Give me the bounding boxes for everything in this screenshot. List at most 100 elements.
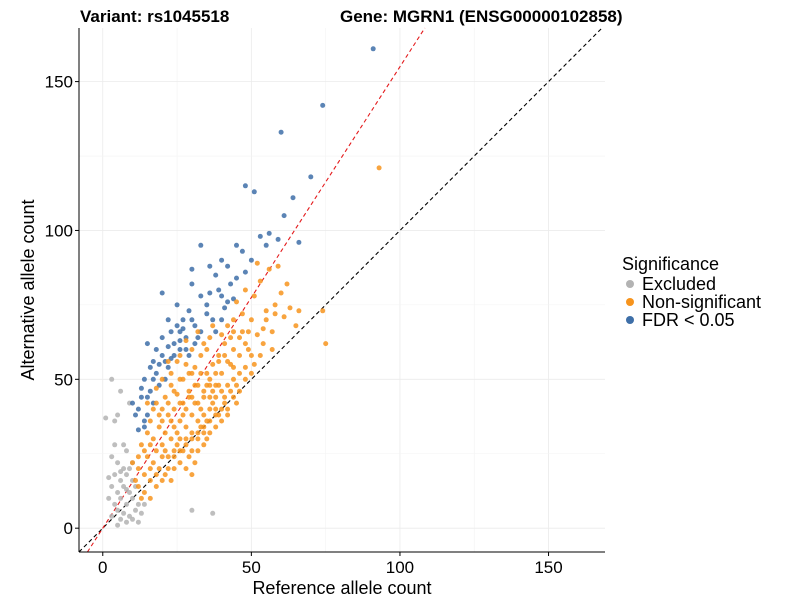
data-point xyxy=(171,466,177,472)
x-tick-label: 0 xyxy=(98,558,107,577)
legend-swatch xyxy=(626,280,634,288)
data-point xyxy=(210,317,216,323)
data-point xyxy=(281,314,287,320)
data-point xyxy=(162,472,168,478)
data-point xyxy=(168,370,174,376)
data-point xyxy=(278,129,284,135)
data-point xyxy=(198,293,204,299)
data-point xyxy=(141,376,147,382)
data-point xyxy=(195,418,201,424)
data-point xyxy=(189,394,195,400)
data-point xyxy=(213,424,219,430)
data-point xyxy=(284,281,290,287)
legend-title: Significance xyxy=(622,254,719,274)
data-point xyxy=(189,472,195,478)
data-point xyxy=(153,448,159,454)
data-point xyxy=(109,513,115,519)
data-point xyxy=(135,454,141,460)
data-point xyxy=(118,478,124,483)
data-point xyxy=(177,418,183,424)
data-point xyxy=(281,213,287,219)
data-point xyxy=(213,406,219,412)
data-point xyxy=(189,430,195,436)
data-point xyxy=(239,248,245,254)
data-point xyxy=(183,361,189,367)
data-point xyxy=(213,272,219,278)
data-point xyxy=(141,448,147,454)
data-point xyxy=(165,466,171,472)
data-point xyxy=(210,361,216,367)
data-point xyxy=(323,341,329,347)
data-point xyxy=(239,311,245,317)
data-point xyxy=(159,442,165,448)
data-point xyxy=(222,394,228,400)
data-point xyxy=(210,510,216,516)
data-point xyxy=(165,454,171,460)
data-point xyxy=(186,353,192,358)
y-axis-title: Alternative allele count xyxy=(18,199,38,380)
data-point xyxy=(263,242,269,248)
data-point xyxy=(254,260,260,266)
data-point xyxy=(112,442,118,448)
x-tick-label: 150 xyxy=(534,558,562,577)
data-point xyxy=(225,406,231,412)
data-point xyxy=(219,406,225,412)
data-point xyxy=(272,311,278,317)
data-point xyxy=(207,406,213,412)
axes xyxy=(78,28,605,553)
data-point xyxy=(147,418,153,424)
data-point xyxy=(201,388,207,394)
data-point xyxy=(147,442,153,448)
data-point xyxy=(225,263,231,269)
data-point xyxy=(144,430,150,436)
data-point xyxy=(228,281,234,287)
data-point xyxy=(192,323,198,329)
data-point xyxy=(219,388,225,394)
data-point xyxy=(150,436,156,442)
data-point xyxy=(207,394,213,400)
data-point xyxy=(183,338,189,344)
data-point xyxy=(207,335,213,341)
data-point xyxy=(183,442,189,448)
data-point xyxy=(370,46,376,52)
data-point xyxy=(242,287,248,293)
data-point xyxy=(150,406,156,412)
data-point xyxy=(186,308,192,314)
data-point xyxy=(231,347,236,352)
data-point xyxy=(237,353,242,358)
data-point xyxy=(228,388,234,394)
data-point xyxy=(153,370,159,376)
x-tick-label: 100 xyxy=(386,558,414,577)
data-point xyxy=(204,347,210,352)
data-point xyxy=(186,370,192,376)
data-point xyxy=(124,501,129,507)
data-point xyxy=(112,501,118,507)
data-point xyxy=(168,382,174,388)
data-point xyxy=(156,466,162,472)
data-point xyxy=(171,341,177,347)
legend-item: Excluded xyxy=(626,274,716,294)
data-point xyxy=(159,478,165,483)
reference-lines xyxy=(78,27,603,553)
data-point xyxy=(207,382,213,388)
data-point xyxy=(174,430,180,436)
data-point xyxy=(242,269,248,275)
data-point xyxy=(195,329,201,335)
data-point xyxy=(171,424,177,430)
data-point xyxy=(183,466,189,472)
data-point xyxy=(165,359,171,364)
data-point xyxy=(124,487,129,492)
data-point xyxy=(135,466,141,472)
data-point xyxy=(174,442,180,448)
data-point xyxy=(180,326,186,332)
data-point xyxy=(275,263,281,269)
data-point xyxy=(118,388,124,394)
data-point xyxy=(225,359,231,364)
data-point xyxy=(225,382,231,388)
data-point xyxy=(171,454,177,460)
data-point xyxy=(109,484,115,489)
data-point xyxy=(168,329,174,335)
data-point xyxy=(201,412,207,418)
data-point xyxy=(171,388,177,394)
data-point xyxy=(180,412,186,418)
